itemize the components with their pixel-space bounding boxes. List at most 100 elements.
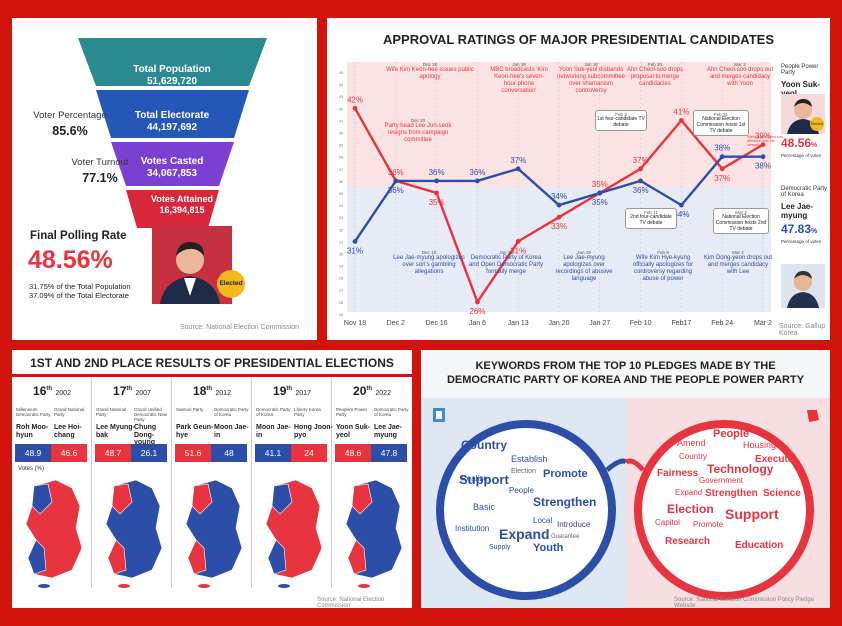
- right-candidate: Lee Hoi-chang: [54, 424, 82, 439]
- right-keyword: Education: [735, 540, 784, 551]
- top-annotation-date: Dec 26: [422, 62, 438, 67]
- right-keyword: Technology: [707, 462, 774, 476]
- bridge-left: [605, 458, 628, 472]
- data-label-red: 35%: [592, 180, 608, 189]
- funnel-source: Source: National Election Commission: [180, 324, 300, 331]
- election-number: 19th 2017: [273, 384, 311, 398]
- y-tick-label: 26: [339, 300, 344, 305]
- data-point-blue: [515, 166, 521, 172]
- right-candidate: Hong Joon-pyo: [294, 424, 333, 439]
- debate-text: National Election Commission hosts 2nd T…: [715, 214, 767, 232]
- funnel-stage-4: [126, 190, 219, 228]
- y-tick-label: 31: [339, 239, 344, 244]
- right-keyword: Science: [763, 488, 801, 499]
- left-keyword: Realize: [461, 474, 488, 483]
- lee-card: Democratic Party of Korea Lee Jae-myung …: [777, 184, 827, 312]
- right-keyword: People: [713, 428, 750, 440]
- data-point-blue: [760, 154, 766, 160]
- data-point-blue: [434, 178, 439, 184]
- y-tick-label: 44: [339, 82, 344, 87]
- debate-annotation: Feb 21 National Election Commission hosts…: [693, 110, 749, 137]
- top-annotation-text: Ahn Cheol-soo drops out and merges candi…: [706, 67, 774, 87]
- right-keyword: Country: [679, 452, 708, 461]
- result-bar: 48.7 26.1: [95, 444, 167, 462]
- left-keyword: Institution: [455, 524, 490, 533]
- data-label-red: 26%: [469, 307, 485, 316]
- right-party: Liberty Korea Party: [294, 407, 321, 417]
- top-annotation-text: Ahn Cheol-soo drops proposal to merge ca…: [626, 67, 684, 87]
- top-annotation-text: Wife Kim Keon-hee issues public apology: [386, 67, 474, 81]
- data-point-red: [556, 214, 562, 220]
- y-tick-label: 28: [339, 276, 344, 281]
- data-label-red: 31%: [510, 246, 526, 255]
- bridge-right: [624, 458, 645, 472]
- top-annotation: Jan 18 MBC broadcasts 'Kim Keon-hee's sev…: [489, 62, 549, 95]
- bottom-annotation-date: Feb 9: [657, 250, 669, 255]
- left-candidate: Roh Moo-hyun: [16, 424, 49, 439]
- top-annotation-date: Dec 20: [410, 118, 426, 123]
- keywords-title: KEYWORDS FROM THE TOP 10 PLEDGES MADE BY…: [446, 360, 805, 386]
- bottom-annotation: Dec 16 Lee Jae-myung apologizes over son'…: [389, 250, 469, 276]
- election-column: 16th 2002 Millennium Democratic Party Gran…: [12, 378, 92, 588]
- korea-map: [265, 479, 323, 588]
- right-candidate: Moon Jae-in: [214, 424, 249, 439]
- y-tick-label: 27: [339, 288, 344, 293]
- left-party: Grand National Party: [96, 407, 127, 417]
- data-label-red: 37%: [633, 156, 649, 165]
- x-tick-label: Mar 2: [754, 320, 772, 327]
- data-point-blue: [556, 202, 562, 208]
- y-tick-label: 36: [339, 179, 344, 184]
- election-number: 17th 2007: [113, 384, 151, 398]
- y-tick-label: 43: [339, 94, 344, 99]
- lee-caption: Percentage of votes: [781, 239, 822, 244]
- left-keyword: Local: [533, 516, 553, 525]
- right-keyword: Expand: [675, 488, 703, 497]
- data-point-red: [434, 190, 439, 196]
- result-bar: 41.1 24: [255, 444, 327, 462]
- glasses-graphic: [421, 398, 830, 608]
- y-tick-label: 35: [339, 191, 344, 196]
- ppp-logo: [807, 410, 819, 422]
- right-party: Grand Unified Democratic New Party: [134, 407, 168, 422]
- lee-photo: [781, 264, 825, 308]
- funnel-panel: Total Population 51,629,720 Total Elector…: [12, 18, 317, 340]
- left-keyword: People: [509, 486, 534, 495]
- left-party: Democratic Party of Korea: [256, 407, 291, 417]
- bottom-annotation-date: Jan 19: [577, 250, 591, 255]
- keywords-panel: KEYWORDS FROM THE TOP 10 PLEDGES MADE BY…: [421, 350, 830, 608]
- left-result: 48.9: [15, 444, 51, 462]
- left-keyword: Basic: [473, 502, 496, 512]
- debate-date: Feb 21: [713, 112, 728, 117]
- left-party: Millennium Democratic Party: [16, 407, 51, 417]
- small-note: *Before Ahn Cheol-soo withdrew from the …: [747, 135, 783, 147]
- elected-badge-circle: [217, 270, 245, 298]
- left-result: 51.6: [175, 444, 211, 462]
- result-bar: 51.6 48: [175, 444, 247, 462]
- right-result: 48: [211, 444, 247, 462]
- y-tick-label: 32: [339, 227, 344, 232]
- left-keyword: Expand: [499, 526, 550, 542]
- bottom-annotation-text: Lee Jae-myung apologizes over son's gamb…: [393, 255, 465, 275]
- x-tick-label: Jan 27: [589, 320, 610, 327]
- election-number: 16th 2002: [33, 384, 71, 398]
- dp-logo-inner: [436, 411, 442, 419]
- x-tick-label: Jan 20: [548, 320, 569, 327]
- data-label-blue: 36%: [469, 168, 485, 177]
- top-annotation: Dec 20 Party head Lee Jun-seok resigns fr…: [379, 118, 457, 144]
- left-candidate: Lee Myung-bak: [96, 424, 135, 439]
- x-tick-label: Feb 24: [711, 320, 733, 327]
- funnel-graphic: [78, 38, 267, 304]
- voter-percentage-value: 85.6%: [52, 124, 88, 138]
- data-label-red: 37%: [714, 174, 730, 183]
- left-candidate: Park Geun-hye: [176, 424, 214, 439]
- y-tick-label: 40: [339, 131, 344, 136]
- approval-panel: APPROVAL RATINGS OF MAJOR PRESIDENTIAL C…: [327, 18, 830, 340]
- approval-title: APPROVAL RATINGS OF MAJOR PRESIDENTIAL C…: [383, 32, 774, 47]
- left-result: 48.6: [335, 444, 371, 462]
- top-annotation-text: Party head Lee Jun-seok resigns from cam…: [384, 123, 452, 143]
- korea-map: [345, 479, 403, 588]
- approval-source: Source: Gallup Korea: [779, 323, 826, 337]
- bottom-annotation-text: Wife Kim Hye-kyung officially apologizes…: [632, 255, 694, 282]
- voter-percentage-label: Voter Percentage: [33, 110, 107, 121]
- debate-text: 2nd four-candidate TV debate: [630, 214, 672, 226]
